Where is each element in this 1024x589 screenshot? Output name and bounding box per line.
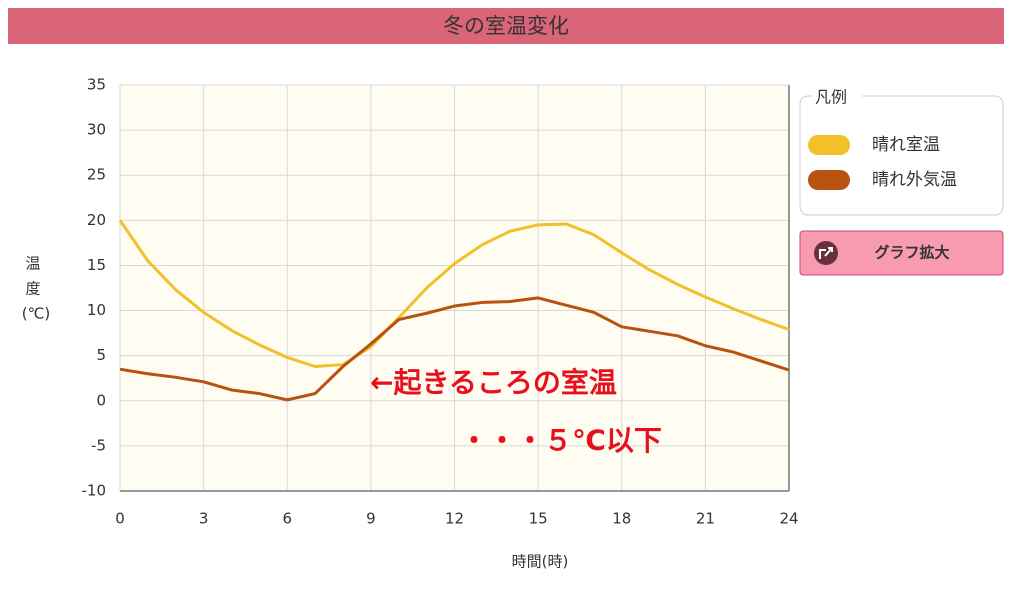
legend-box xyxy=(799,95,1004,216)
y-tick-label: 0 xyxy=(96,391,106,409)
y-tick-label: 15 xyxy=(87,256,106,274)
series-line xyxy=(119,296,790,402)
legend-swatch xyxy=(808,135,850,155)
chart-title: 冬の室温変化 xyxy=(443,14,569,38)
legend-label: 晴れ室温 xyxy=(872,135,940,155)
annotation: ・・・５℃以下 xyxy=(460,424,662,457)
button-icon xyxy=(814,241,838,265)
x-tick-label: 21 xyxy=(696,510,715,528)
x-tick-label: 24 xyxy=(779,510,798,528)
y-tick-label: -5 xyxy=(91,436,106,454)
y-tick-label: 20 xyxy=(87,211,106,229)
x-tick-label: 3 xyxy=(199,510,209,528)
x-tick-label: 12 xyxy=(445,510,464,528)
x-tick-label: 6 xyxy=(282,510,292,528)
series-line xyxy=(118,219,790,368)
button-icon-arrow xyxy=(819,247,833,259)
y-tick-label: 25 xyxy=(87,166,106,184)
x-tick-label: 18 xyxy=(612,510,631,528)
y-axis-label: (℃) xyxy=(22,305,51,323)
x-tick-label: 0 xyxy=(115,510,125,528)
y-tick-label: 5 xyxy=(96,346,106,364)
y-axis-label: 度 xyxy=(25,280,40,298)
x-tick-label: 9 xyxy=(366,510,376,528)
button-label[interactable]: グラフ拡大 xyxy=(874,244,949,262)
expand-button[interactable] xyxy=(799,230,1004,276)
legend-label: 晴れ外気温 xyxy=(872,170,957,190)
y-axis-label: 温 xyxy=(25,255,40,273)
legend-title-bg xyxy=(812,88,862,106)
legend-swatch xyxy=(808,170,850,190)
annotation: ←起きるころの室温 xyxy=(370,366,617,399)
y-tick-label: 10 xyxy=(87,301,106,319)
y-tick-label: 35 xyxy=(87,76,106,94)
y-tick-label: -10 xyxy=(82,482,107,500)
x-axis-label: 時間(時) xyxy=(512,553,569,571)
title-bar xyxy=(8,8,1004,44)
y-tick-label: 30 xyxy=(87,121,106,139)
x-tick-label: 15 xyxy=(529,510,548,528)
legend-title: 凡例 xyxy=(815,88,847,107)
